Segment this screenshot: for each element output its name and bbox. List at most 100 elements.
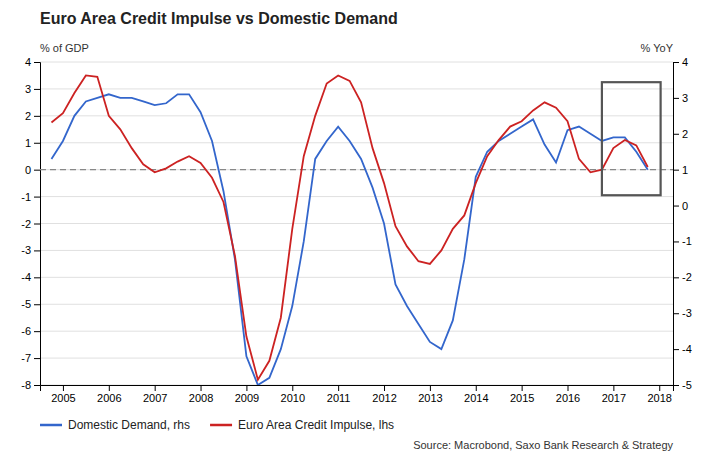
tick-mark xyxy=(34,143,40,144)
plot-area xyxy=(40,75,673,385)
tick-label: -5 xyxy=(682,379,692,391)
tick-label: -3 xyxy=(682,307,692,319)
tick-label: 1 xyxy=(682,164,688,176)
tick-mark xyxy=(34,385,40,386)
grid-line xyxy=(40,358,673,359)
tick: 2012 xyxy=(372,385,396,404)
tick: -1 xyxy=(21,191,40,203)
tick-mark xyxy=(673,277,679,278)
tick-label: -1 xyxy=(21,191,31,203)
tick: -2 xyxy=(21,218,40,230)
tick: 4 xyxy=(25,56,40,68)
tick-mark xyxy=(63,385,64,391)
tick-mark xyxy=(673,313,679,314)
tick: 2007 xyxy=(143,385,167,404)
grid xyxy=(40,62,673,385)
tick-mark xyxy=(34,331,40,332)
grid-line xyxy=(40,196,673,197)
tick-label: -3 xyxy=(21,244,31,256)
tick-label: 4 xyxy=(682,56,688,68)
y-axis-label: % of GDP xyxy=(40,42,89,54)
tick-mark xyxy=(673,206,679,207)
tick: -7 xyxy=(21,352,40,364)
tick: 3 xyxy=(673,92,688,104)
tick: -3 xyxy=(21,244,40,256)
legend-label: Euro Area Credit Impulse, lhs xyxy=(238,418,394,432)
tick-label: 2005 xyxy=(51,392,75,404)
tick-label: 0 xyxy=(682,200,688,212)
tick-mark xyxy=(34,250,40,251)
tick-label: 2009 xyxy=(235,392,259,404)
tick-label: -8 xyxy=(21,379,31,391)
tick-mark xyxy=(673,349,679,350)
tick-label: 2016 xyxy=(556,392,580,404)
tick: 0 xyxy=(25,164,40,176)
tick-mark xyxy=(109,385,110,391)
zero-line xyxy=(40,169,673,170)
tick: -5 xyxy=(21,298,40,310)
tick: 2010 xyxy=(281,385,305,404)
tick-label: 2 xyxy=(682,128,688,140)
tick-label: 2007 xyxy=(143,392,167,404)
tick-label: -1 xyxy=(682,235,692,247)
grid-line xyxy=(40,250,673,251)
tick-mark xyxy=(292,385,293,391)
y2-axis-label: % YoY xyxy=(641,42,674,54)
tick-mark xyxy=(34,224,40,225)
axis-line xyxy=(674,63,680,386)
tick-mark xyxy=(476,385,477,391)
tick-label: 2018 xyxy=(647,392,671,404)
tick: 4 xyxy=(673,56,688,68)
legend-swatch xyxy=(40,424,62,427)
tick: -5 xyxy=(673,379,692,391)
axis-line xyxy=(34,63,41,386)
tick-label: 2010 xyxy=(281,392,305,404)
legend-item: Euro Area Credit Impulse, lhs xyxy=(210,418,394,432)
tick-label: -4 xyxy=(21,271,31,283)
tick-label: 4 xyxy=(25,56,31,68)
grid-line xyxy=(40,169,673,170)
tick-mark xyxy=(673,98,679,99)
grid-line xyxy=(40,304,673,305)
tick-label: 2014 xyxy=(464,392,488,404)
tick-mark xyxy=(430,385,431,391)
grid-line xyxy=(40,277,673,278)
tick-mark xyxy=(659,385,660,391)
tick-label: -2 xyxy=(21,218,31,230)
y-axis: -8-7-6-5-4-3-2-101234 xyxy=(21,56,40,391)
grid-line xyxy=(40,88,673,89)
tick: 2015 xyxy=(510,385,534,404)
tick-mark xyxy=(522,385,523,391)
tick-label: 2008 xyxy=(189,392,213,404)
tick-mark xyxy=(568,385,569,391)
tick-mark xyxy=(201,385,202,391)
tick-mark xyxy=(613,385,614,391)
tick-label: -6 xyxy=(21,325,31,337)
tick-mark xyxy=(673,134,679,135)
title: Euro Area Credit Impulse vs Domestic Dem… xyxy=(40,10,398,27)
tick: -3 xyxy=(673,307,692,319)
tick: 2008 xyxy=(189,385,213,404)
tick-mark xyxy=(34,358,40,359)
tick: -4 xyxy=(673,343,692,355)
tick: 2018 xyxy=(647,385,671,404)
tick: 2011 xyxy=(327,385,351,404)
tick: -4 xyxy=(21,271,40,283)
tick: -6 xyxy=(21,325,40,337)
tick-label: 2013 xyxy=(418,392,442,404)
tick-mark xyxy=(34,62,40,63)
tick-label: 2012 xyxy=(372,392,396,404)
tick-mark xyxy=(384,385,385,391)
tick-label: 3 xyxy=(25,83,31,95)
tick-label: 2006 xyxy=(97,392,121,404)
tick-mark xyxy=(155,385,156,391)
tick-label: -5 xyxy=(21,298,31,310)
tick-label: 1 xyxy=(25,137,31,149)
tick: 2013 xyxy=(418,385,442,404)
tick: 2016 xyxy=(556,385,580,404)
tick-mark xyxy=(34,197,40,198)
tick: 2014 xyxy=(464,385,488,404)
tick-mark xyxy=(673,241,679,242)
tick-label: -4 xyxy=(682,343,692,355)
tick-mark xyxy=(34,170,40,171)
